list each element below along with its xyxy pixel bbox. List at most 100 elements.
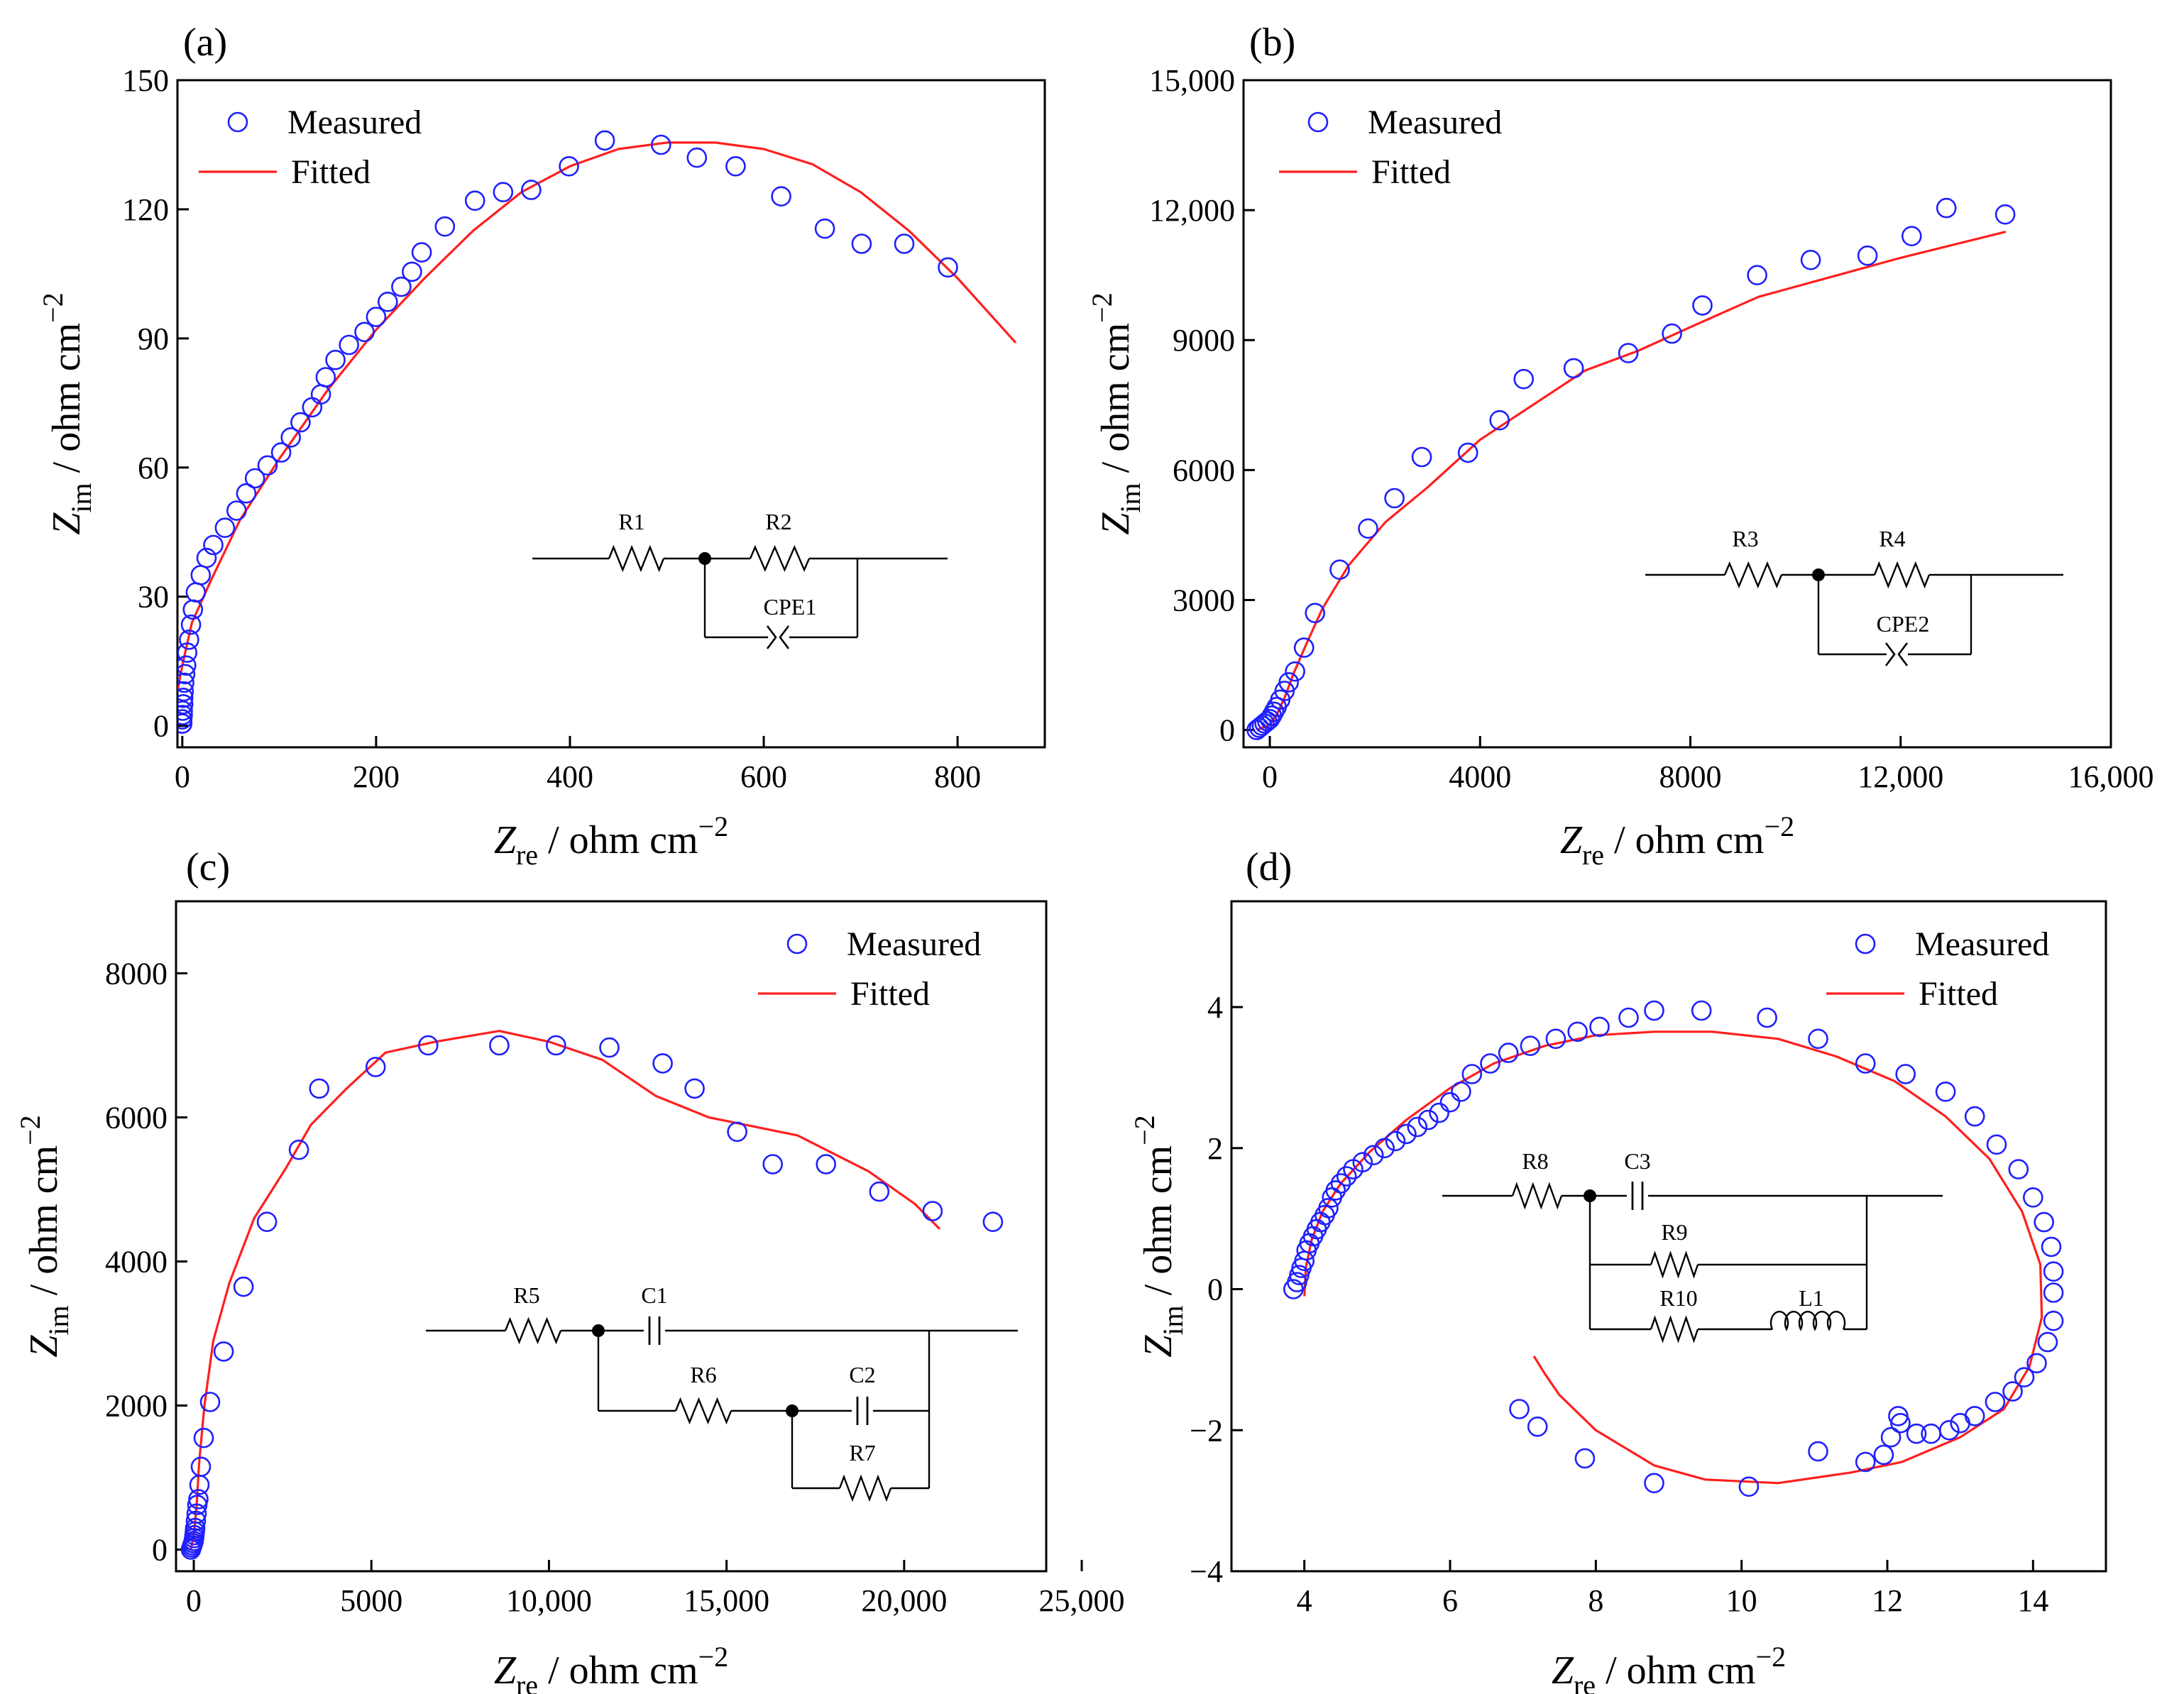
measured-point xyxy=(391,276,412,297)
measured-point xyxy=(256,1211,278,1232)
chart-panel-a: 0 200 400 600 800 0 30 60 90 120 150 (a) Zre / ohm c… xyxy=(37,21,1046,871)
fitted-line xyxy=(1303,1030,2043,1485)
measured-point xyxy=(1278,672,1299,693)
measured-point xyxy=(1563,358,1584,379)
circuit-label: R3 xyxy=(1732,526,1758,551)
fitted-line xyxy=(190,1030,941,1550)
measured-point xyxy=(1906,1423,1927,1444)
measured-point xyxy=(1352,1152,1373,1172)
y-tick-label: −2 xyxy=(1190,1413,1223,1448)
measured-point xyxy=(1800,249,1821,270)
circuit-label: R6 xyxy=(690,1362,716,1387)
measured-point xyxy=(2041,1236,2062,1258)
measured-point xyxy=(377,291,398,312)
measured-point xyxy=(366,307,387,327)
measured-point xyxy=(185,1510,207,1531)
measured-point xyxy=(1429,1102,1449,1123)
x-tick-label: 12,000 xyxy=(1858,759,1943,794)
plot-frame xyxy=(1230,900,2107,1573)
measured-point xyxy=(325,349,346,370)
measured-point xyxy=(1589,1016,1610,1038)
x-tick-label: 0 xyxy=(1262,759,1278,794)
x-tick-label: 20,000 xyxy=(861,1583,947,1618)
measured-point xyxy=(725,156,746,177)
measured-point xyxy=(1935,1082,1956,1102)
plot-frame xyxy=(176,79,1046,749)
measured-point xyxy=(1293,637,1315,658)
measured-point xyxy=(1358,518,1378,539)
circuit-label: R7 xyxy=(849,1440,875,1465)
inductor-symbol xyxy=(1769,1311,1846,1331)
x-tick-label: 8 xyxy=(1588,1583,1603,1618)
equivalent-circuit: R1 R2 CPE1 xyxy=(532,509,948,649)
measured-point xyxy=(1439,1091,1461,1113)
equivalent-circuit: R3 R4 CPE2 xyxy=(1645,526,2063,666)
x-tick-label: 200 xyxy=(353,759,400,794)
x-axis-unit: / ohm cm xyxy=(538,1649,698,1693)
y-axis-subscript: im xyxy=(43,1305,75,1335)
x-tick-label: 600 xyxy=(740,759,787,794)
legend-label-measured: Measured xyxy=(287,104,422,141)
measured-point xyxy=(493,182,514,203)
measured-point xyxy=(233,1276,254,1297)
circuit-label: C1 xyxy=(641,1282,667,1308)
measured-point xyxy=(1498,1043,1519,1063)
measured-point xyxy=(185,582,207,603)
y-axis-symbol: Z xyxy=(45,512,89,535)
chart-panel-b: 0 4000 8000 12,000 16,000 0 3000 6000 9000 12,000… xyxy=(1086,21,2154,871)
circuit-label: R9 xyxy=(1661,1219,1687,1245)
y-tick-label: 150 xyxy=(122,63,169,98)
y-axis-symbol: Z xyxy=(1094,512,1138,535)
y-axis-title: Zim / ohm cm−2 xyxy=(37,292,97,534)
resistor-symbol xyxy=(1511,1182,1563,1210)
measured-point xyxy=(1888,1406,1909,1426)
plot-area xyxy=(177,130,1017,734)
measured-point xyxy=(1285,661,1305,682)
measured-point xyxy=(1985,1392,2006,1412)
measured-point xyxy=(851,233,872,254)
measured-point xyxy=(1986,1134,2007,1155)
measured-point xyxy=(1855,1451,1876,1473)
measured-point xyxy=(339,334,360,356)
x-axis-title: Zre / ohm cm−2 xyxy=(1552,1641,1786,1694)
panel-label: (c) xyxy=(186,845,230,889)
y-tick-label: 0 xyxy=(153,709,169,744)
measured-point xyxy=(1902,226,1922,247)
x-axis-unit: / ohm cm xyxy=(1596,1649,1756,1693)
equivalent-circuit: R5 C1 R6 C2 R7 xyxy=(426,1282,1018,1502)
measured-point xyxy=(1880,1426,1902,1448)
y-tick-label: 0 xyxy=(1219,713,1235,748)
measured-point xyxy=(771,186,791,207)
circuit-label: CPE2 xyxy=(1877,611,1930,637)
measured-point xyxy=(180,614,202,635)
measured-point xyxy=(2043,1261,2064,1282)
x-tick-label: 14 xyxy=(2017,1583,2048,1618)
measured-point xyxy=(2014,1367,2035,1387)
measured-point xyxy=(270,442,292,463)
measured-point xyxy=(2002,1381,2023,1402)
x-tick-label: 0 xyxy=(175,759,190,794)
panel-label: (a) xyxy=(183,21,227,65)
y-axis-symbol: Z xyxy=(22,1335,66,1358)
y-axis-unit: / ohm cm xyxy=(1136,1145,1180,1306)
legend-marker-measured xyxy=(786,933,808,955)
y-axis-unit: / ohm cm xyxy=(45,323,89,483)
resistor-symbol xyxy=(1723,561,1783,589)
y-tick-label: 12,000 xyxy=(1149,193,1235,228)
circuit-label: C2 xyxy=(849,1362,875,1387)
measured-point xyxy=(1644,1473,1664,1494)
x-axis-title: Zre / ohm cm−2 xyxy=(494,810,728,871)
measured-point xyxy=(1950,1413,1970,1434)
y-tick-label: −4 xyxy=(1190,1554,1223,1589)
y-tick-label: 120 xyxy=(122,192,169,227)
measured-point xyxy=(434,216,456,237)
measured-point xyxy=(1305,603,1325,624)
measured-point xyxy=(189,1474,210,1495)
measured-point xyxy=(1336,1166,1357,1187)
cpe-symbol xyxy=(1884,642,1896,666)
resistor-symbol xyxy=(1650,1315,1699,1343)
x-axis-symbol: Z xyxy=(1552,1649,1574,1693)
measured-point xyxy=(1757,1007,1777,1028)
measured-point xyxy=(365,1057,386,1077)
measured-point xyxy=(1451,1082,1471,1102)
